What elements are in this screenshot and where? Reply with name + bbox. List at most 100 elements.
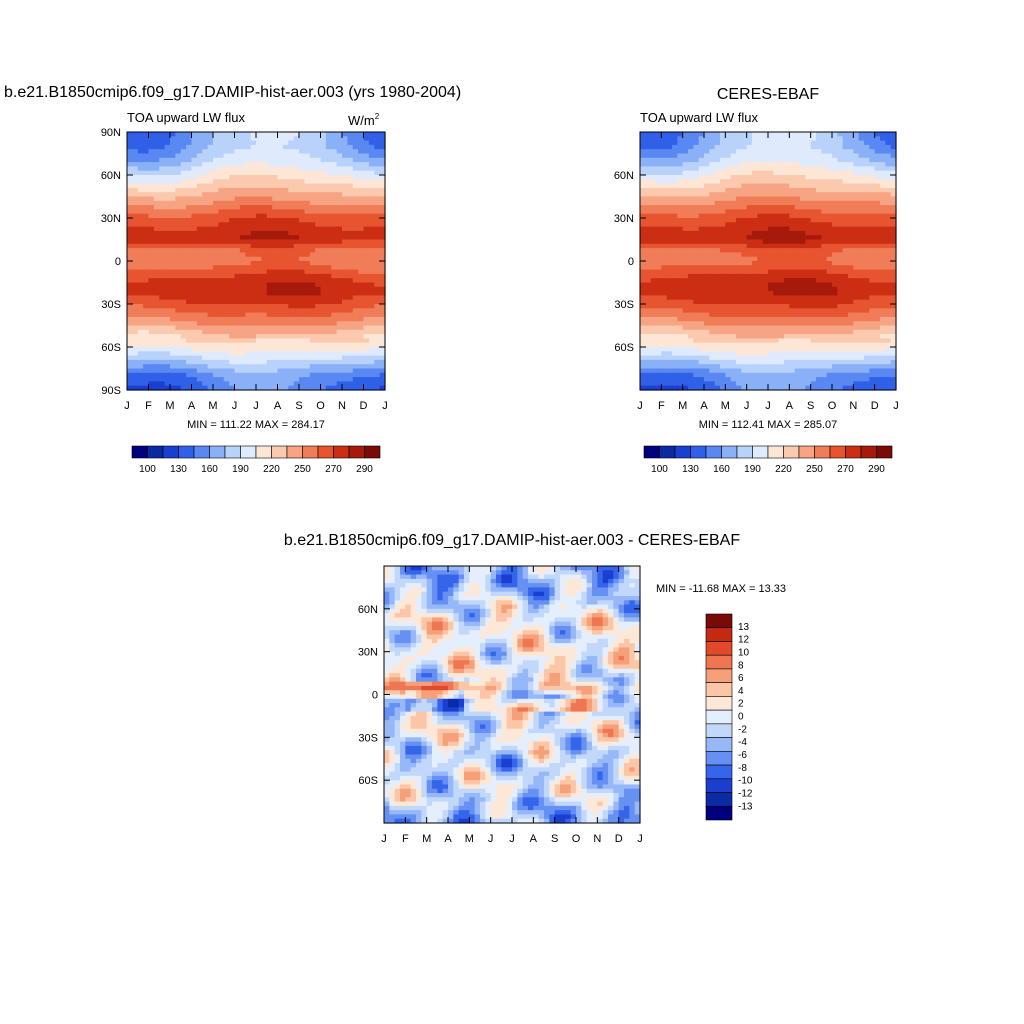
model-panel-cell [127, 325, 133, 331]
model-panel-cell [293, 299, 300, 305]
obs-panel-cell [885, 278, 892, 284]
obs-panel-cell [640, 312, 646, 318]
model-panel-cell [159, 132, 166, 137]
obs-panel-cell [672, 213, 678, 219]
model-panel-cell [213, 243, 219, 249]
obs-panel-cell [794, 136, 801, 142]
model-panel-cell [245, 144, 252, 150]
model-panel-cell [272, 166, 279, 172]
model-panel-cell [282, 273, 289, 279]
obs-panel-cell [698, 153, 705, 159]
obs-panel-cell [784, 157, 790, 163]
model-panel-cell [282, 179, 289, 185]
obs-panel-cell [720, 308, 726, 314]
obs-panel-cell [885, 175, 892, 180]
obs-panel-cell [730, 282, 737, 288]
obs-panel-cell [704, 239, 710, 245]
obs-panel-cell [688, 170, 694, 176]
model-panel-cell [293, 385, 300, 391]
obs-panel-cell [864, 153, 870, 159]
model-panel-cell [180, 187, 187, 193]
model-panel-cell [336, 144, 343, 150]
obs-panel-cell [800, 222, 806, 228]
model-panel-cell [229, 200, 236, 206]
obs-panel-cell [736, 157, 742, 163]
model-panel-cell [127, 140, 133, 146]
model-panel-cell [234, 187, 241, 193]
model-panel-cell [175, 149, 182, 155]
obs-panel-cell [784, 218, 790, 223]
model-panel-cell [320, 132, 327, 137]
obs-panel-cell [848, 196, 854, 202]
model-panel-cell [272, 325, 279, 331]
model-panel-cell [180, 381, 187, 387]
obs-panel-cell [661, 166, 668, 172]
model-panel-cell [299, 278, 305, 284]
model-panel-cell [309, 170, 316, 176]
obs-panel-cell [661, 179, 668, 185]
obs-panel-cell [853, 226, 860, 232]
model-panel-cell [229, 243, 236, 249]
model-panel-cell [336, 179, 343, 185]
model-panel-cell [202, 157, 209, 163]
model-panel-cell [325, 166, 332, 172]
model-panel-cell [320, 368, 327, 374]
model-panel-cell [170, 347, 176, 352]
model-panel-colorbar-box [364, 445, 381, 459]
obs-panel-cell [880, 256, 886, 262]
model-panel-cell [127, 286, 133, 292]
obs-panel-cell [864, 144, 870, 150]
obs-panel-cell [853, 149, 860, 155]
model-panel-cell [132, 334, 139, 339]
model-panel-cell [336, 278, 343, 284]
obs-panel-cell [773, 149, 780, 155]
model-panel-cell [175, 265, 182, 271]
model-panel-cell [304, 140, 311, 146]
obs-panel-cell [725, 136, 732, 142]
model-panel-cell [336, 338, 343, 344]
model-panel-cell [180, 144, 187, 150]
obs-panel-cell [650, 149, 657, 155]
model-panel-cell [293, 192, 300, 198]
obs-panel-cell [848, 157, 854, 163]
model-panel-cell [288, 205, 295, 210]
model-panel-cell [207, 132, 214, 137]
model-panel-cell [170, 325, 176, 331]
model-panel-cell [266, 187, 273, 193]
model-panel-cell [132, 239, 139, 245]
model-panel-cell [213, 368, 219, 374]
model-panel-cell [223, 312, 230, 318]
model-panel-cell [315, 312, 322, 318]
model-panel-cell [304, 200, 311, 206]
obs-panel-cell [757, 187, 764, 193]
obs-panel-cell [677, 269, 684, 275]
model-panel-cell [368, 213, 375, 219]
model-panel-cell [202, 321, 209, 327]
model-panel-cell [245, 334, 252, 339]
model-panel-cell [159, 261, 166, 266]
obs-panel-cell [778, 282, 785, 288]
obs-panel-cell [672, 157, 678, 163]
model-panel-cell [374, 342, 381, 348]
model-panel-cell [304, 295, 311, 301]
obs-panel-cell [688, 213, 694, 219]
model-panel-cell [218, 308, 225, 314]
obs-panel-field [640, 132, 897, 391]
model-panel-cell [127, 179, 133, 185]
obs-panel-cell [661, 157, 668, 163]
obs-panel-cell [746, 243, 753, 249]
model-panel-cell [266, 226, 273, 232]
model-panel-cell [213, 261, 219, 266]
obs-panel-cell [688, 278, 694, 284]
model-panel-cell [180, 239, 187, 245]
model-panel-cell [336, 252, 343, 258]
obs-panel-cell [730, 265, 737, 271]
obs-panel-cell [741, 209, 748, 215]
obs-panel-cell [645, 196, 652, 202]
obs-panel-cell [805, 157, 812, 163]
model-panel-cell [358, 385, 365, 391]
model-panel-cell [320, 200, 327, 206]
model-panel-cell [320, 162, 327, 167]
model-panel-cell [196, 295, 203, 301]
obs-panel-cell [661, 149, 668, 155]
